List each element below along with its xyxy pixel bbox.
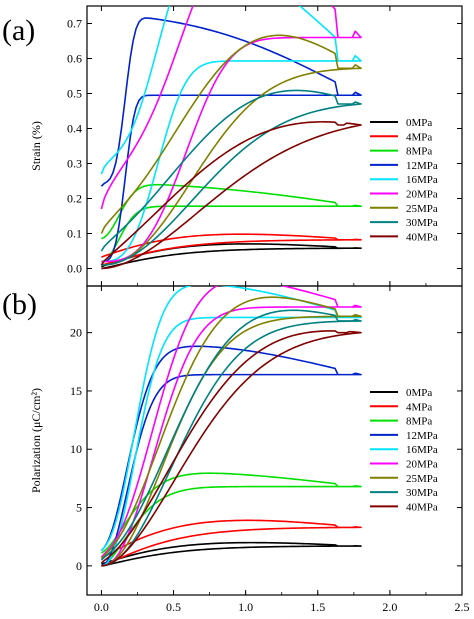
legend-label: 16MPa <box>406 174 438 186</box>
legend-label: 20MPa <box>406 459 438 471</box>
y-tick-label: 0.4 <box>67 122 82 136</box>
x-tick-label: 2.5 <box>455 600 470 614</box>
y-tick-label: 0.2 <box>67 192 82 206</box>
y-axis-label: Polarization (μC/cm²) <box>29 388 43 493</box>
y-tick-label: 0.3 <box>67 157 82 171</box>
y-tick-label: 10 <box>70 442 82 456</box>
series-line-20mpa <box>100 286 362 567</box>
legend-label: 4MPa <box>406 401 432 413</box>
legend-label: 8MPa <box>406 416 432 428</box>
panel-label: (a) <box>2 14 35 47</box>
legend-label: 25MPa <box>406 473 438 485</box>
series-group <box>100 6 362 270</box>
series-line-4mpa <box>101 233 362 266</box>
series-line-8mpa <box>100 472 362 567</box>
series-line-0mpa <box>101 541 362 567</box>
series-line-16mpa <box>100 286 362 567</box>
legend-label: 12MPa <box>406 160 438 172</box>
y-tick-label: 0.6 <box>67 52 82 66</box>
y-tick-label: 0 <box>76 559 82 573</box>
legend-label: 30MPa <box>406 487 438 499</box>
x-tick-label: 1.5 <box>310 600 325 614</box>
series-line-4mpa <box>101 519 362 567</box>
legend-label: 25MPa <box>406 203 438 215</box>
x-tick-label: 0.5 <box>166 600 181 614</box>
polarization-panel: (b) 0.0 0.5 1.0 1.5 2.0 2.5 0 5 10 15 20 Polarizatio… <box>2 285 470 619</box>
x-tick-label: 2.0 <box>382 600 397 614</box>
strain-panel: (a) 0.0 0.1 0.2 0.3 0.4 0.5 0.6 0.7 Strain (%) 0MP… <box>2 5 463 287</box>
legend-label: 40MPa <box>406 231 438 243</box>
legend-label: 0MPa <box>406 387 432 399</box>
series-line-12mpa <box>100 17 362 263</box>
y-tick-label: 0.7 <box>67 17 82 31</box>
y-tick-label: 20 <box>70 326 82 340</box>
series-line-16mpa <box>100 6 362 263</box>
series-line-30mpa <box>100 89 362 266</box>
legend-label: 30MPa <box>406 217 438 229</box>
legend-label: 8MPa <box>406 146 432 158</box>
series-line-40mpa <box>100 330 362 567</box>
y-axis-label: Strain (%) <box>29 121 43 171</box>
legend-label: 40MPa <box>406 501 438 513</box>
legend-label: 0MPa <box>406 117 432 129</box>
series-line-40mpa <box>100 121 362 270</box>
plot-frame <box>86 285 463 596</box>
series-line-20mpa <box>100 6 362 263</box>
x-axis-label: Electric field (kV/mm) <box>220 616 330 619</box>
series-line-30mpa <box>100 309 362 567</box>
y-tick-label: 0.5 <box>67 87 82 101</box>
x-tick-label: 0.0 <box>94 600 109 614</box>
legend-label: 16MPa <box>406 444 438 456</box>
y-tick-label: 15 <box>70 384 82 398</box>
legend-label: 4MPa <box>406 131 432 143</box>
x-tick-label: 1.0 <box>238 600 253 614</box>
y-tick-label: 0.1 <box>67 227 82 241</box>
panel-label: (b) <box>2 288 37 321</box>
series-group <box>100 286 362 567</box>
legend-label: 20MPa <box>406 189 438 201</box>
y-tick-label: 5 <box>76 501 82 515</box>
y-tick-label: 0.0 <box>67 262 82 276</box>
series-line-25mpa <box>100 34 362 266</box>
legend-label: 12MPa <box>406 430 438 442</box>
